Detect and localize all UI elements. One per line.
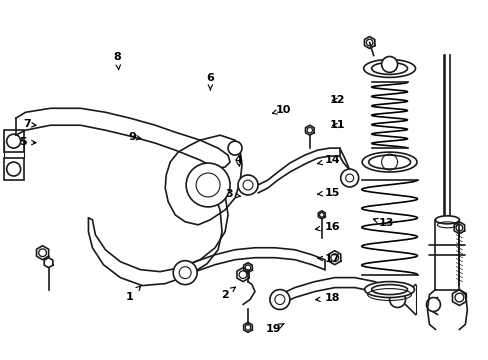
Text: 7: 7 [23,120,36,129]
Text: 4: 4 [234,155,242,166]
Ellipse shape [435,216,458,224]
Ellipse shape [364,282,414,298]
Text: 2: 2 [221,287,235,300]
Text: 9: 9 [128,132,141,142]
Ellipse shape [363,59,415,77]
Text: 13: 13 [373,218,393,228]
Circle shape [340,169,358,187]
Text: 14: 14 [317,155,339,165]
Circle shape [186,163,229,207]
Circle shape [238,175,258,195]
Text: 18: 18 [315,293,339,303]
Circle shape [389,292,405,307]
Text: 15: 15 [317,188,339,198]
Ellipse shape [371,62,407,75]
Text: 19: 19 [265,324,284,334]
Text: 12: 12 [329,95,344,105]
Text: 5: 5 [19,138,36,147]
FancyBboxPatch shape [4,130,23,152]
Text: 17: 17 [317,254,339,264]
Ellipse shape [371,285,407,294]
Circle shape [269,289,289,310]
Text: 6: 6 [206,73,214,90]
Text: 1: 1 [126,286,141,302]
Circle shape [173,261,197,285]
Text: 8: 8 [114,52,122,69]
Ellipse shape [368,155,410,169]
Text: 10: 10 [272,105,290,115]
Text: 11: 11 [329,121,344,130]
Text: 16: 16 [315,222,339,231]
Circle shape [381,57,397,72]
FancyBboxPatch shape [4,158,23,180]
Text: 3: 3 [224,189,240,199]
Circle shape [426,298,440,311]
Circle shape [227,141,242,155]
Ellipse shape [362,152,416,172]
